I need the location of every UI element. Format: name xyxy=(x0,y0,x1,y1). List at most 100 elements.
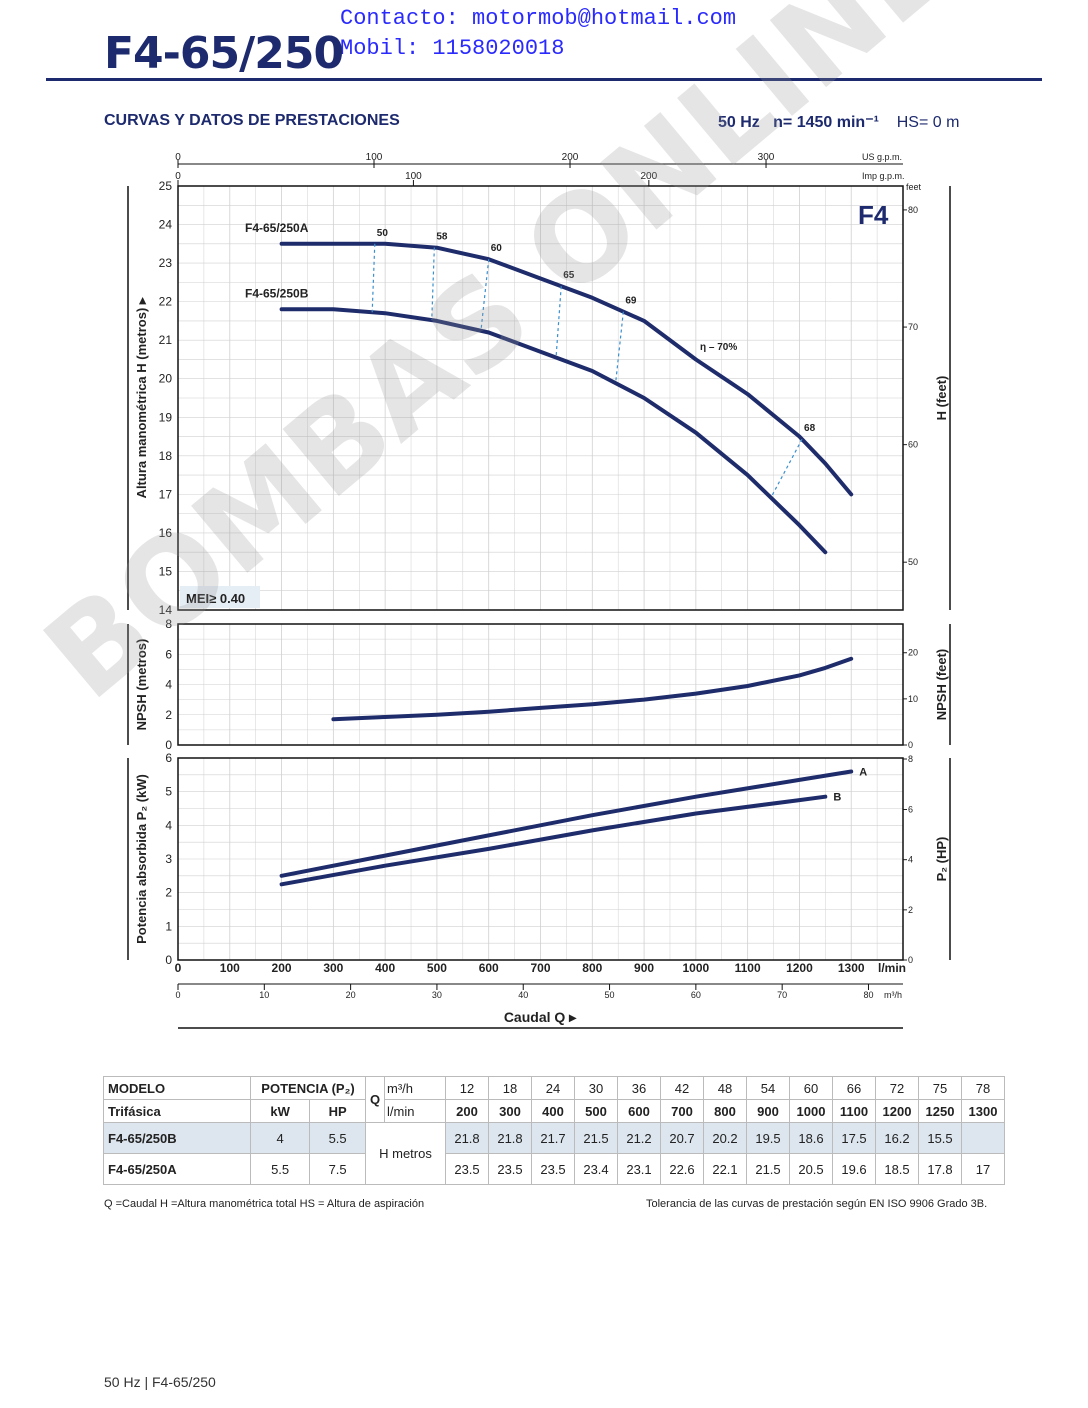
th-hp: HP xyxy=(309,1099,366,1123)
impgpm-unit-label: Imp g.p.m. xyxy=(862,171,905,181)
performance-table: MODELO POTENCIA (P₂) Q m³/h 12 18 24 30 … xyxy=(103,1076,1005,1185)
m3h-cell: 36 xyxy=(617,1076,661,1100)
mei-label: MEI≥ 0.40 xyxy=(186,591,245,606)
head-cell: 21.7 xyxy=(531,1122,575,1154)
y-tick-label: 8 xyxy=(165,617,172,631)
th-lmin: l/min xyxy=(384,1099,446,1123)
head-cell: 23.5 xyxy=(445,1153,489,1185)
y-axis-right-label: H (feet) xyxy=(934,376,949,421)
head-cell: 17.5 xyxy=(832,1122,876,1154)
m3h-tick-label: 60 xyxy=(691,990,701,1000)
x-tick-label: 1300 xyxy=(838,961,865,975)
lmin-cell: 800 xyxy=(703,1099,747,1123)
tolerance-note: Tolerancia de las curvas de prestación s… xyxy=(646,1198,988,1210)
contact-email: Contacto: motormob@hotmail.com xyxy=(340,6,737,31)
frequency: 50 Hz xyxy=(718,114,760,131)
abbreviation-legend: Q =Caudal H =Altura manométrica total HS… xyxy=(104,1198,425,1210)
head-cell: 19.5 xyxy=(746,1122,790,1154)
head-cell: 23.1 xyxy=(617,1153,661,1185)
impgpm-tick-label: 100 xyxy=(405,171,422,182)
usgpm-tick-label: 300 xyxy=(758,152,775,163)
y-right-tick-label: 0 xyxy=(908,740,913,750)
lmin-cell: 500 xyxy=(574,1099,618,1123)
x-tick-label: 900 xyxy=(634,961,654,975)
m3h-tick-label: 0 xyxy=(175,990,180,1000)
m3h-tick-label: 10 xyxy=(259,990,269,1000)
m3h-cell: 42 xyxy=(660,1076,704,1100)
head-cell: 17.8 xyxy=(918,1153,962,1185)
head-cell: 19.6 xyxy=(832,1153,876,1185)
m3h-cell: 75 xyxy=(918,1076,962,1100)
lmin-cell: 1250 xyxy=(918,1099,962,1123)
m3h-tick-label: 20 xyxy=(346,990,356,1000)
head-cell: 21.5 xyxy=(574,1122,618,1154)
lmin-cell: 700 xyxy=(660,1099,704,1123)
usgpm-tick-label: 100 xyxy=(366,152,383,163)
y-tick-label: 1 xyxy=(165,919,172,933)
y-right-tick-label: 0 xyxy=(908,955,913,965)
x-tick-label: 700 xyxy=(530,961,550,975)
x-unit-label: l/min xyxy=(878,961,906,975)
y-tick-label: 19 xyxy=(159,410,173,424)
section-title: CURVAS Y DATOS DE PRESTACIONES xyxy=(104,112,400,129)
m3h-tick-label: 50 xyxy=(605,990,615,1000)
model-title: F4-65/250 xyxy=(104,28,344,79)
head-cell: 16.2 xyxy=(875,1122,919,1154)
mei-box xyxy=(180,586,260,608)
y-axis-right-label: P₂ (HP) xyxy=(934,837,949,882)
x-axis-label: Caudal Q ▸ xyxy=(504,1009,577,1025)
suction-height: HS= 0 m xyxy=(896,114,960,131)
page-footer: 50 Hz | F4-65/250 xyxy=(104,1374,216,1390)
y-tick-label: 2 xyxy=(165,708,172,722)
speed: n= 1450 min⁻¹ xyxy=(773,114,879,131)
x-tick-label: 1000 xyxy=(683,961,710,975)
hp-cell: 5.5 xyxy=(309,1122,366,1154)
head-cell: 22.6 xyxy=(660,1153,704,1185)
head-cell: 21.2 xyxy=(617,1122,661,1154)
y-tick-label: 23 xyxy=(159,256,173,270)
lmin-cell: 900 xyxy=(746,1099,790,1123)
head-cell: 18.6 xyxy=(789,1122,833,1154)
lmin-cell: 1300 xyxy=(961,1099,1005,1123)
m3h-tick-label: 30 xyxy=(432,990,442,1000)
efficiency-label: 69 xyxy=(625,296,637,307)
series-line xyxy=(331,656,854,722)
lmin-cell: 300 xyxy=(488,1099,532,1123)
head-cell xyxy=(961,1122,1005,1154)
m3h-cell: 48 xyxy=(703,1076,747,1100)
m3h-cell: 54 xyxy=(746,1076,790,1100)
y-right-tick-label: 50 xyxy=(908,557,918,567)
x-tick-label: 1200 xyxy=(786,961,813,975)
efficiency-label: 68 xyxy=(804,423,816,434)
th-potencia: POTENCIA (P₂) xyxy=(250,1076,366,1100)
series-line xyxy=(279,241,854,497)
series-label: F4-65/250B xyxy=(245,286,309,300)
m3h-tick-label: 80 xyxy=(863,990,873,1000)
y-tick-label: 4 xyxy=(165,818,172,832)
y-tick-label: 4 xyxy=(165,678,172,692)
y-tick-label: 16 xyxy=(159,526,173,540)
head-cell: 15.5 xyxy=(918,1122,962,1154)
y-tick-label: 3 xyxy=(165,852,172,866)
y-tick-label: 20 xyxy=(159,372,173,386)
y-tick-label: 6 xyxy=(165,751,172,765)
y-right-tick-label: 2 xyxy=(908,905,913,915)
x-tick-label: 200 xyxy=(272,961,292,975)
efficiency-line xyxy=(480,259,490,331)
x-tick-label: 500 xyxy=(427,961,447,975)
y-tick-label: 6 xyxy=(165,647,172,661)
m3h-cell: 60 xyxy=(789,1076,833,1100)
y-tick-label: 5 xyxy=(165,785,172,799)
y-right-tick-label: 80 xyxy=(908,205,918,215)
y-right-tick-label: 6 xyxy=(908,805,913,815)
y-tick-label: 15 xyxy=(159,564,173,578)
x-tick-label: 300 xyxy=(323,961,343,975)
m3h-cell: 72 xyxy=(875,1076,919,1100)
y-tick-label: 17 xyxy=(159,487,173,501)
y-tick-label: 18 xyxy=(159,449,173,463)
y-axis-right-label: NPSH (feet) xyxy=(934,649,949,721)
right-unit-label: feet xyxy=(906,182,922,192)
plot-frame xyxy=(177,757,904,961)
kw-cell: 4 xyxy=(249,1122,311,1154)
